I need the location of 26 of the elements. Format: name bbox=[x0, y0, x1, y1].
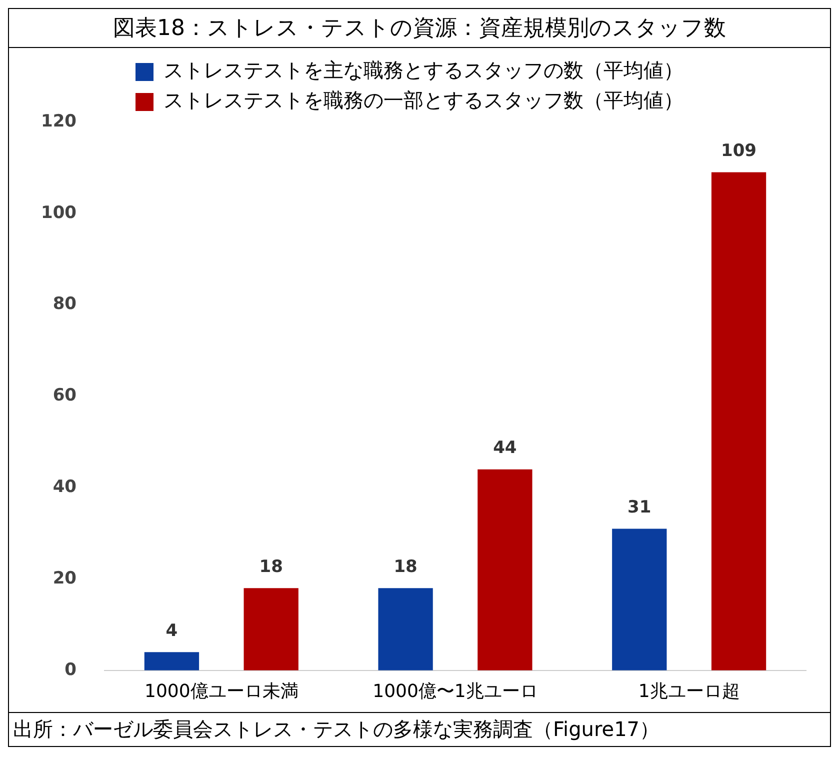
y-tick-label: 80 bbox=[52, 294, 77, 314]
data-label: 18 bbox=[394, 557, 418, 578]
x-tick-label: 1000億〜1兆ユーロ bbox=[372, 680, 538, 702]
data-label: 18 bbox=[259, 557, 283, 578]
bar bbox=[144, 652, 200, 670]
data-label: 4 bbox=[166, 621, 178, 642]
x-tick-label: 1兆ユーロ超 bbox=[638, 680, 740, 702]
bar bbox=[478, 469, 532, 670]
text: 出所：バーゼル委員会ストレス・テストの多様な実務調査（Figure17） bbox=[9, 712, 830, 746]
y-tick-label: 40 bbox=[52, 477, 77, 498]
data-label: 44 bbox=[493, 438, 517, 458]
chart-title: 図表18：ストレス・テストの資源：資産規模別のスタッフ数 bbox=[9, 9, 830, 48]
y-tick-label: 60 bbox=[52, 386, 77, 406]
bar bbox=[612, 528, 667, 670]
x-tick-label: 1000億ユーロ未満 bbox=[144, 680, 298, 702]
y-tick-label: 20 bbox=[52, 568, 77, 588]
y-tick-label: 100 bbox=[40, 202, 77, 223]
data-label: 109 bbox=[721, 141, 757, 162]
bar bbox=[711, 172, 766, 670]
y-tick-label: 0 bbox=[64, 660, 77, 680]
legend-label: ストレステストを主な職務とするスタッフの数（平均値） bbox=[164, 58, 684, 82]
bar bbox=[378, 588, 433, 670]
y-tick-label: 120 bbox=[40, 111, 77, 132]
legend-label: ストレステストを職務の一部とするスタッフ数（平均値） bbox=[164, 88, 684, 112]
data-label: 31 bbox=[628, 498, 652, 518]
bar bbox=[244, 588, 298, 670]
